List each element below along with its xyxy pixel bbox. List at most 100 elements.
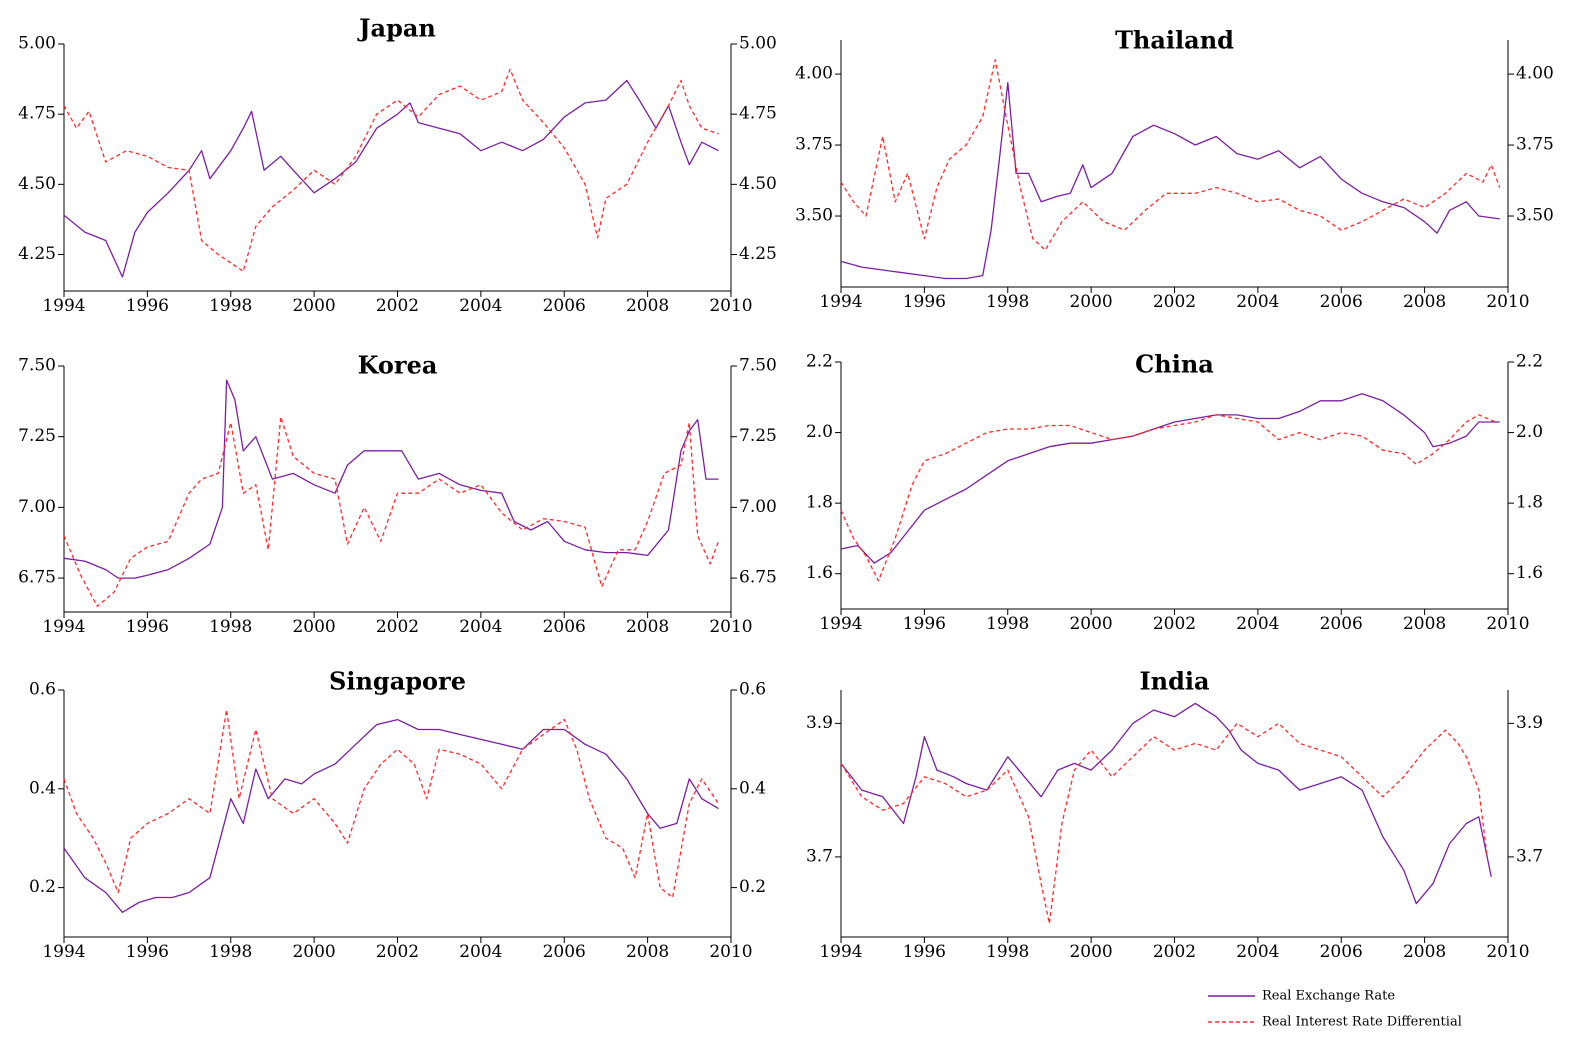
x-tick-label-india-2002: 2002	[1153, 942, 1196, 962]
x-tick-label-japan-1994: 1994	[42, 296, 85, 316]
panel-title-china: China	[1135, 350, 1214, 379]
y-tick-label-left-china-2-0: 2.0	[806, 422, 833, 442]
series-line-china-real-interest-rate-differential	[840, 414, 1496, 582]
y-tick-label-left-japan-5-00: 5.00	[18, 34, 56, 54]
x-tick-label-japan-1996: 1996	[126, 296, 169, 316]
x-tick-label-japan-2002: 2002	[376, 296, 419, 316]
x-tick-label-singapore-2004: 2004	[459, 942, 502, 962]
y-tick-label-right-india-3-7: 3.7	[1516, 846, 1543, 866]
y-tick-label-right-korea-7-50: 7.50	[739, 356, 777, 376]
series-line-china-real-exchange-rate	[840, 393, 1500, 564]
y-tick-label-right-thailand-4-00: 4.00	[1516, 64, 1554, 84]
x-tick-label-japan-2008: 2008	[626, 296, 669, 316]
series-line-singapore-real-interest-rate-differential	[63, 709, 720, 899]
x-tick-label-thailand-2000: 2000	[1069, 292, 1112, 312]
y-tick-label-right-china-1-8: 1.8	[1516, 493, 1543, 513]
y-tick-label-left-japan-4-50: 4.50	[18, 174, 56, 194]
y-tick-label-right-singapore-0-2: 0.2	[739, 877, 766, 897]
x-tick-label-singapore-2002: 2002	[376, 942, 419, 962]
y-tick-label-left-korea-7-25: 7.25	[18, 426, 56, 446]
x-tick-label-japan-2004: 2004	[459, 296, 502, 316]
y-tick-label-left-thailand-3-75: 3.75	[795, 135, 833, 155]
y-tick-label-left-india-3-7: 3.7	[806, 846, 833, 866]
x-tick-label-thailand-2008: 2008	[1403, 292, 1446, 312]
x-tick-label-korea-2002: 2002	[376, 617, 419, 637]
x-tick-label-singapore-1994: 1994	[42, 942, 85, 962]
y-tick-label-left-thailand-3-50: 3.50	[795, 206, 833, 226]
series-line-korea-real-interest-rate-differential	[63, 416, 720, 607]
x-tick-label-china-2006: 2006	[1320, 614, 1363, 634]
x-tick-label-thailand-2010: 2010	[1486, 292, 1529, 312]
series-line-singapore-real-exchange-rate	[63, 718, 719, 913]
x-tick-label-korea-2008: 2008	[626, 617, 669, 637]
legend-label-real-exchange-rate: Real Exchange Rate	[1262, 989, 1395, 1004]
y-tick-label-right-japan-5-00: 5.00	[739, 34, 777, 54]
y-tick-label-right-korea-7-00: 7.00	[739, 497, 777, 517]
legend: Real Exchange Rate Real Interest Rate Dif…	[1208, 989, 1462, 1030]
y-tick-label-right-india-3-9: 3.9	[1516, 713, 1543, 733]
x-tick-label-singapore-1996: 1996	[126, 942, 169, 962]
y-tick-label-right-china-2-0: 2.0	[1516, 422, 1543, 442]
panel-title-india: India	[1139, 667, 1209, 696]
y-tick-label-left-china-1-6: 1.6	[806, 563, 833, 583]
x-tick-label-singapore-1998: 1998	[209, 942, 252, 962]
x-tick-label-japan-2006: 2006	[543, 296, 586, 316]
x-tick-label-singapore-2000: 2000	[292, 942, 335, 962]
y-tick-label-right-korea-7-25: 7.25	[739, 426, 777, 446]
panel-singapore: Singapore 1994 1996 1998 2000 2002 2004 2006 200…	[29, 667, 766, 963]
x-tick-label-india-1998: 1998	[986, 942, 1029, 962]
series-line-india-real-exchange-rate	[840, 702, 1492, 905]
y-tick-label-right-thailand-3-75: 3.75	[1516, 135, 1554, 155]
x-tick-label-thailand-1994: 1994	[819, 292, 862, 312]
x-tick-label-india-1994: 1994	[819, 942, 862, 962]
y-tick-label-left-india-3-9: 3.9	[806, 713, 833, 733]
y-tick-label-left-singapore-0-4: 0.4	[29, 778, 56, 798]
panel-japan: Japan 1994 1996 1998 2000 2002 2004 2006 2008 201…	[18, 14, 777, 317]
y-tick-label-left-korea-6-75: 6.75	[18, 568, 56, 588]
x-tick-label-thailand-2004: 2004	[1236, 292, 1279, 312]
panel-thailand: Thailand 1994 1996 1998 2000 2002 2004 2006 2008…	[795, 26, 1554, 313]
y-tick-label-right-thailand-3-50: 3.50	[1516, 206, 1554, 226]
x-tick-label-korea-1998: 1998	[209, 617, 252, 637]
panel-title-thailand: Thailand	[1115, 26, 1234, 55]
x-tick-label-korea-2006: 2006	[543, 617, 586, 637]
x-tick-label-korea-1996: 1996	[126, 617, 169, 637]
y-tick-label-right-japan-4-75: 4.75	[739, 104, 777, 124]
y-tick-label-left-japan-4-25: 4.25	[18, 244, 56, 264]
x-tick-label-china-2004: 2004	[1236, 614, 1279, 634]
x-tick-label-thailand-1996: 1996	[903, 292, 946, 312]
panel-title-japan: Japan	[357, 14, 436, 43]
panel-india: India 1994 1996 1998 2000 2002 2004 2006 2008 201…	[806, 667, 1543, 963]
x-tick-label-singapore-2008: 2008	[626, 942, 669, 962]
x-tick-label-india-2006: 2006	[1320, 942, 1363, 962]
x-tick-label-japan-2010: 2010	[709, 296, 752, 316]
y-tick-label-left-china-1-8: 1.8	[806, 493, 833, 513]
panel-korea: Korea 1994 1996 1998 2000 2002 2004 2006 2008 201…	[18, 351, 777, 638]
series-line-india-real-interest-rate-differential	[840, 722, 1488, 925]
y-tick-label-left-korea-7-50: 7.50	[18, 356, 56, 376]
x-tick-label-japan-1998: 1998	[209, 296, 252, 316]
x-tick-label-china-1998: 1998	[986, 614, 1029, 634]
x-tick-label-india-2000: 2000	[1069, 942, 1112, 962]
x-tick-label-korea-2004: 2004	[459, 617, 502, 637]
series-line-thailand-real-exchange-rate	[840, 81, 1500, 280]
x-tick-label-india-2004: 2004	[1236, 942, 1279, 962]
y-tick-label-right-japan-4-25: 4.25	[739, 244, 777, 264]
y-tick-label-right-singapore-0-6: 0.6	[739, 680, 766, 700]
x-tick-label-china-2008: 2008	[1403, 614, 1446, 634]
y-tick-label-left-singapore-0-6: 0.6	[29, 680, 56, 700]
x-tick-label-thailand-2002: 2002	[1153, 292, 1196, 312]
y-tick-label-right-singapore-0-4: 0.4	[739, 778, 766, 798]
y-tick-label-left-singapore-0-2: 0.2	[29, 877, 56, 897]
x-tick-label-singapore-2010: 2010	[709, 942, 752, 962]
x-tick-label-china-1994: 1994	[819, 614, 862, 634]
x-tick-label-korea-1994: 1994	[42, 617, 85, 637]
series-line-korea-real-exchange-rate	[63, 379, 719, 579]
x-tick-label-india-1996: 1996	[903, 942, 946, 962]
panel-title-singapore: Singapore	[329, 667, 466, 696]
y-tick-label-left-china-2-2: 2.2	[806, 352, 833, 372]
y-tick-label-left-japan-4-75: 4.75	[18, 104, 56, 124]
legend-label-real-interest-rate-differential: Real Interest Rate Differential	[1262, 1015, 1462, 1030]
y-tick-label-right-china-2-2: 2.2	[1516, 352, 1543, 372]
y-tick-label-right-china-1-6: 1.6	[1516, 563, 1543, 583]
